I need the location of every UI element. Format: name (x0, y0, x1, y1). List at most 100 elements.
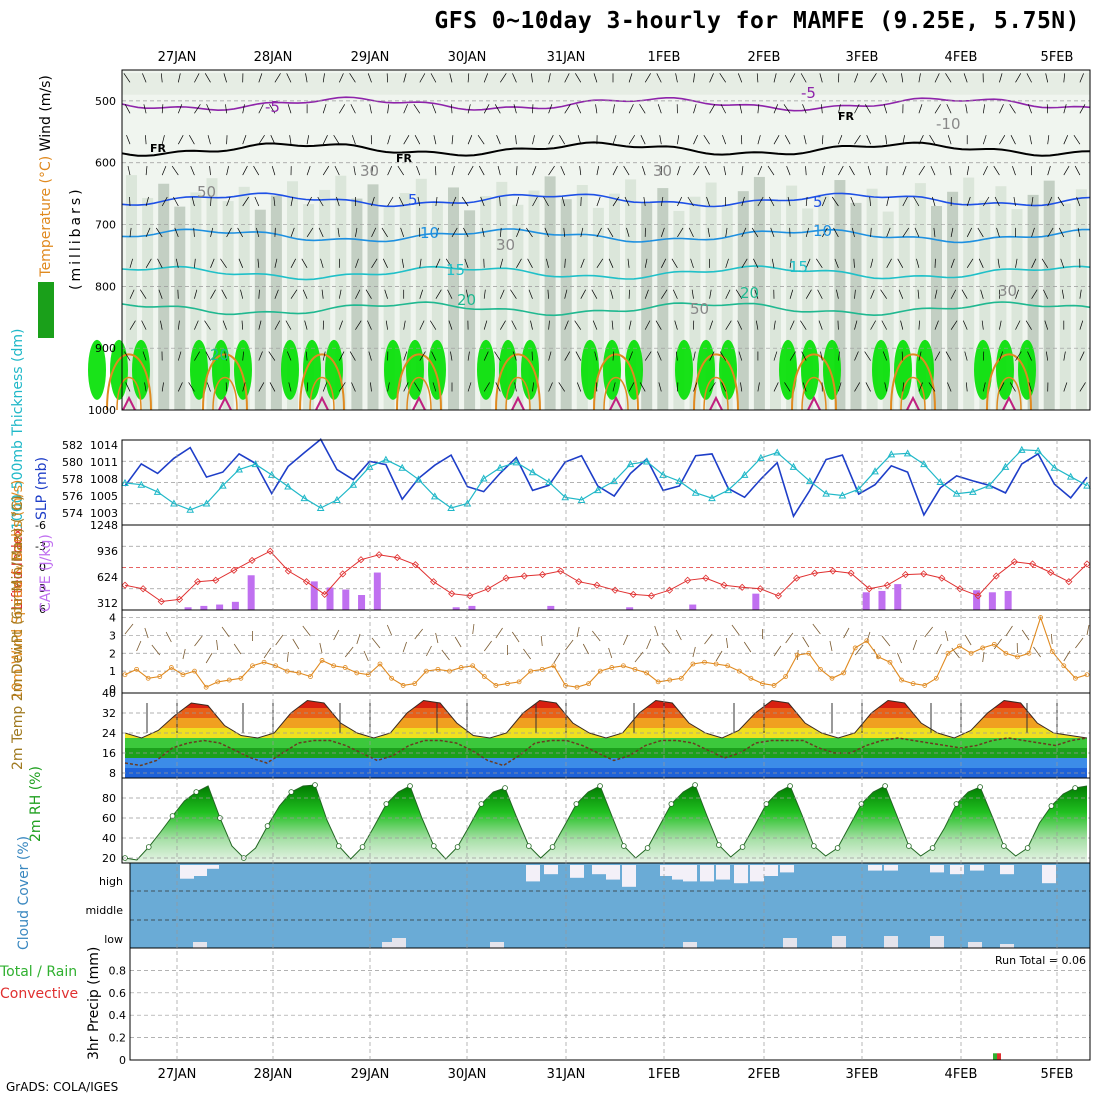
wind-barb-10m (935, 643, 942, 655)
wind-barb (481, 227, 485, 237)
wind-barb (838, 165, 844, 176)
wind-barb (934, 320, 939, 330)
wind-speed-marker (597, 668, 603, 674)
wind-barb (194, 289, 198, 299)
thickness-tick: 582 (62, 439, 83, 452)
wind-barb (658, 382, 662, 392)
wind-barb-10m (576, 626, 580, 638)
date-label-bottom: 30JAN (448, 1067, 487, 1082)
wind-barb (161, 382, 164, 392)
wind-barb (270, 135, 276, 145)
wind-speed-marker (736, 668, 742, 674)
cape-bar (1004, 590, 1012, 610)
rh-shade-column (270, 195, 282, 410)
wind-speed-marker (342, 665, 348, 670)
rh-panel: 80 60 40 20 2m RH (%) (28, 766, 1090, 865)
rh-shade-column (737, 191, 749, 410)
wind-barb (322, 73, 325, 83)
wind-barb (693, 382, 698, 392)
wind-barb (945, 351, 952, 361)
precip-convective-bar (997, 1053, 1001, 1060)
thickness-marker (838, 491, 847, 499)
wind-barb (994, 196, 1000, 207)
wind-barb (451, 165, 455, 176)
li-y-label: Lifted Index (10, 528, 26, 610)
wind-barb (918, 165, 925, 176)
wind-speed-marker (319, 658, 325, 663)
rh-high-cell (916, 339, 934, 400)
wind-barb (579, 166, 582, 176)
li-marker (430, 578, 438, 586)
wind-speed-marker (910, 681, 916, 687)
date-label-bottom: 4FEB (945, 1067, 978, 1082)
thickness-marker (773, 448, 782, 456)
wind-barb (258, 382, 265, 392)
wind-barb (258, 289, 260, 299)
rh-marker (763, 801, 770, 807)
wind-barb (786, 165, 791, 176)
wind-barb (451, 196, 457, 207)
wind-barb (497, 166, 501, 176)
date-label-top: 1FEB (648, 50, 681, 65)
wind-barb (558, 382, 565, 392)
rh-tick: 40 (102, 832, 116, 845)
li-tick: 6 (39, 603, 46, 616)
li-marker (956, 585, 964, 593)
cloud-high-bar (1042, 865, 1056, 884)
wind-tick: 0 (109, 683, 116, 696)
wind-barb (302, 289, 308, 299)
wind-barb (334, 165, 340, 176)
wind-barb (477, 134, 485, 145)
wind-barb (398, 196, 405, 207)
wind-barb (672, 289, 678, 299)
wind-barb (773, 135, 780, 145)
wind-y-label: 10m Wind Speed & Barbs (m/s) (10, 480, 26, 700)
wind-speed-marker (250, 663, 255, 669)
wind-speed-marker (470, 663, 476, 669)
thickness-marker (186, 505, 195, 513)
wind-barb (274, 73, 281, 83)
wind-barb (414, 382, 421, 392)
wind-barb (886, 196, 890, 207)
date-label-bottom: 2FEB (748, 1067, 781, 1082)
wind-barb (305, 73, 308, 83)
wind-barb (210, 227, 214, 237)
wind-barb (1045, 73, 1049, 83)
li-marker (175, 595, 184, 603)
wind-barb (516, 258, 522, 268)
wind-barb (432, 104, 437, 114)
wind-speed-marker (760, 681, 765, 687)
wind-barb (353, 166, 356, 176)
wind-barb (612, 104, 615, 114)
rh-shade-column (254, 209, 266, 410)
wind-barb (1079, 351, 1085, 361)
wind-speed-marker (1073, 675, 1078, 681)
wind-barb (285, 320, 292, 330)
wind-barb-10m (945, 630, 949, 642)
temp-band (125, 738, 1087, 748)
wind-barb (516, 166, 518, 176)
wind-barb (789, 289, 794, 299)
wind-barb (577, 135, 582, 145)
cape-bar (231, 601, 239, 610)
wind-barb (464, 258, 469, 268)
wind-barb (1074, 165, 1081, 176)
wind-barb (709, 289, 712, 299)
rh-marker (169, 813, 176, 819)
wind-barb-10m (124, 623, 134, 635)
wind-barb (1041, 258, 1048, 269)
cape-bar (310, 581, 318, 610)
wind-barb (548, 104, 553, 114)
wind-barb (124, 351, 131, 361)
wind-barb (306, 227, 314, 238)
wind-speed-marker (620, 663, 626, 669)
precip-tick: 0 (119, 1054, 126, 1067)
wind-barb (387, 196, 394, 207)
wind-barb (1031, 258, 1037, 268)
contour-label: 30 (998, 282, 1017, 300)
wind-speed-marker (841, 670, 847, 676)
wind-barb (511, 320, 517, 330)
wind-barb (532, 382, 534, 392)
wind-barb (336, 196, 340, 207)
rh-area (125, 785, 1087, 863)
